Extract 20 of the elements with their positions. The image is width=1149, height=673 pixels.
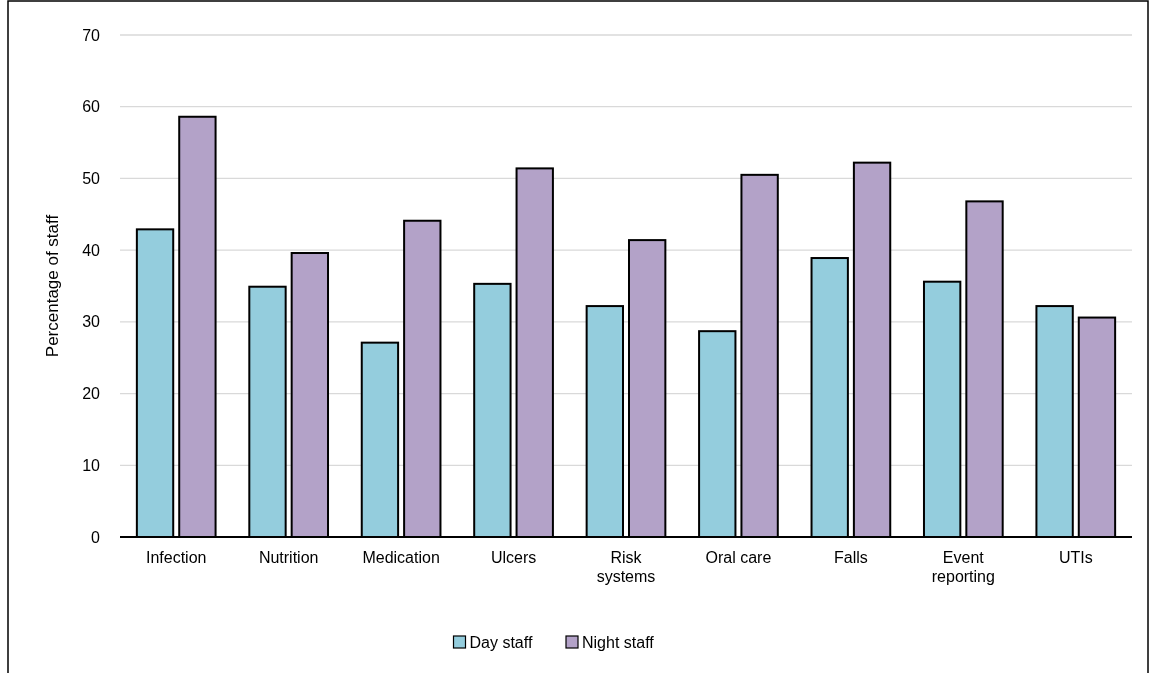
x-tick-label: Ulcers <box>490 549 537 566</box>
x-tick-label: Risk systems <box>596 549 656 585</box>
x-tick-label: Event reporting <box>931 549 995 585</box>
y-tick-label: 0 <box>91 528 101 546</box>
y-tick-label: 50 <box>82 170 101 188</box>
y-tick-label: 10 <box>82 456 101 474</box>
y-tick-label: 20 <box>82 385 101 403</box>
x-tick-label: Nutrition <box>258 549 319 566</box>
y-tick-label: 70 <box>82 26 101 44</box>
x-tick-label: UTIs <box>1058 549 1093 566</box>
legend-label: Night staff <box>582 633 655 651</box>
y-tick-label: 40 <box>82 241 101 259</box>
legend-label: Day staff <box>469 633 533 651</box>
x-tick-label: Medication <box>362 549 440 566</box>
x-tick-label: Oral care <box>705 549 772 566</box>
y-tick-label: 60 <box>82 98 101 116</box>
y-axis-title: Percentage of staff <box>43 214 62 358</box>
x-tick-label: Falls <box>834 549 868 566</box>
y-tick-label: 30 <box>82 313 101 331</box>
x-tick-label: Infection <box>145 549 207 566</box>
